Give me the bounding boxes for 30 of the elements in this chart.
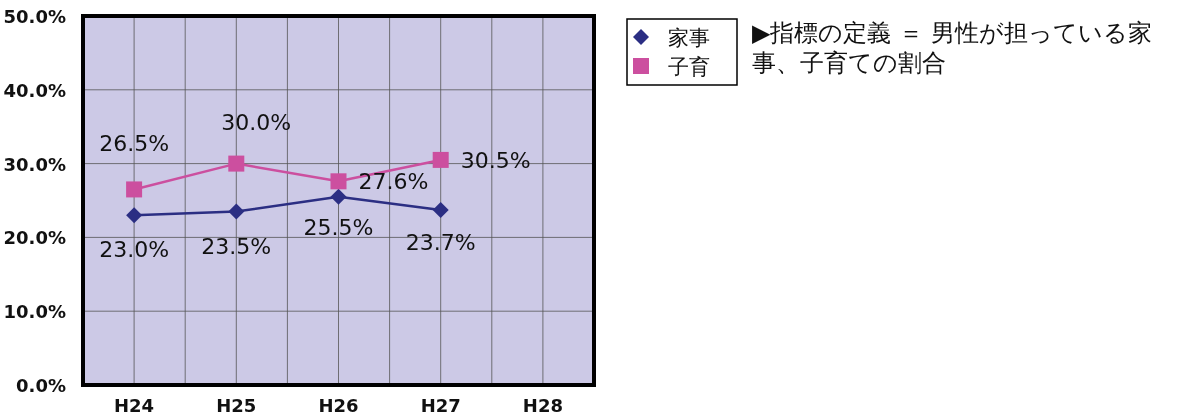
data-label: 23.7% bbox=[405, 230, 476, 256]
data-label: 23.0% bbox=[99, 237, 170, 263]
x-tick-label: H24 bbox=[114, 395, 155, 416]
x-tick-label: H25 bbox=[216, 395, 257, 416]
y-tick-label: 10.0% bbox=[3, 301, 66, 323]
data-label: 25.5% bbox=[303, 214, 374, 240]
x-tick-label: H26 bbox=[318, 395, 359, 416]
data-label: 30.5% bbox=[460, 147, 531, 173]
point bbox=[330, 173, 347, 190]
point bbox=[228, 155, 245, 172]
y-tick-label: 30.0% bbox=[3, 153, 66, 175]
data-label: 26.5% bbox=[99, 131, 170, 157]
data-label: 23.5% bbox=[201, 233, 272, 259]
text: ▶指標の定義 ＝ 男性が担っている家事、子育ての割合 bbox=[752, 18, 1153, 78]
point bbox=[228, 203, 245, 220]
data-label: 30.0% bbox=[221, 109, 292, 135]
point bbox=[126, 207, 143, 224]
point bbox=[330, 188, 347, 205]
data-label: 27.6% bbox=[358, 169, 429, 195]
y-tick-label: 40.0% bbox=[3, 79, 66, 101]
x-tick-label: H28 bbox=[522, 395, 563, 416]
point bbox=[126, 181, 143, 198]
y-tick-label: 20.0% bbox=[3, 227, 66, 249]
x-tick-label: H27 bbox=[420, 395, 461, 416]
legend-label: 家事 bbox=[668, 26, 710, 50]
legend-label: 子育 bbox=[668, 55, 710, 79]
y-tick-label: 50.0% bbox=[3, 6, 66, 27]
y-tick-label: 0.0% bbox=[16, 375, 66, 396]
point bbox=[432, 202, 449, 219]
point bbox=[432, 151, 449, 168]
